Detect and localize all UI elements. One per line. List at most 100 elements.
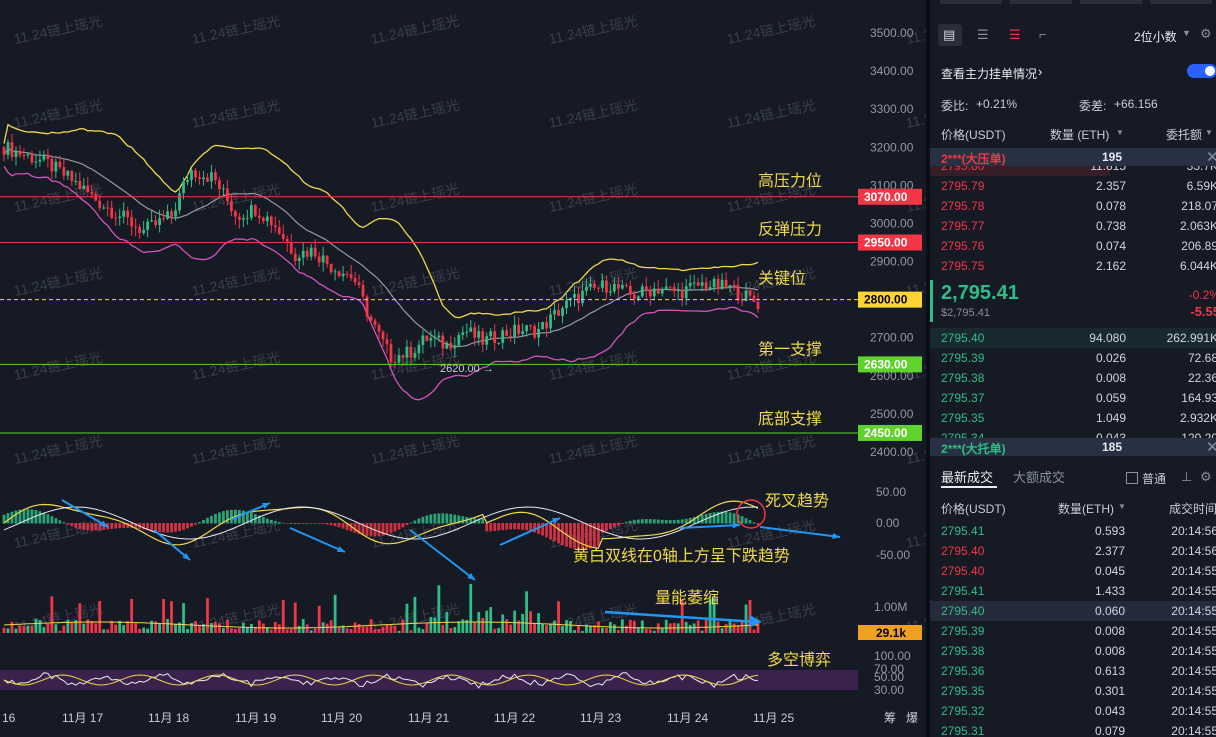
candle-body[interactable] bbox=[493, 331, 497, 343]
candle-body[interactable] bbox=[652, 288, 656, 297]
candle-body[interactable] bbox=[321, 255, 325, 263]
close-icon[interactable]: ✕ bbox=[1206, 149, 1216, 166]
trade-row[interactable]: 2795.39 0.008 20:14:55 bbox=[930, 621, 1216, 641]
candle-body[interactable] bbox=[752, 295, 756, 302]
candle-body[interactable] bbox=[62, 167, 66, 176]
candle-body[interactable] bbox=[648, 290, 652, 297]
candle-body[interactable] bbox=[565, 300, 568, 309]
candle-body[interactable] bbox=[301, 250, 305, 258]
candle-body[interactable] bbox=[640, 286, 644, 297]
candle-body[interactable] bbox=[744, 290, 748, 302]
candle-body[interactable] bbox=[178, 193, 181, 211]
candle-body[interactable] bbox=[736, 285, 740, 301]
candle-body[interactable] bbox=[385, 339, 389, 345]
candle-body[interactable] bbox=[237, 216, 241, 220]
candle-body[interactable] bbox=[154, 220, 157, 225]
candle-body[interactable] bbox=[553, 310, 556, 315]
candle-body[interactable] bbox=[461, 332, 465, 336]
candle-body[interactable] bbox=[214, 172, 217, 181]
candle-body[interactable] bbox=[297, 257, 301, 262]
settings-icon[interactable]: ⚙ bbox=[1200, 26, 1212, 41]
candle-body[interactable] bbox=[337, 271, 341, 277]
candle-body[interactable] bbox=[241, 218, 245, 220]
level-tag[interactable] bbox=[858, 291, 922, 308]
candle-body[interactable] bbox=[708, 287, 712, 290]
candle-body[interactable] bbox=[166, 211, 169, 219]
chart-panel[interactable]: 11.24链上瑶光 11.24链上瑶光 11.24链上瑶光 11.24链上瑶光 11.2… bbox=[0, 0, 926, 737]
candle-body[interactable] bbox=[581, 290, 584, 304]
candle-body[interactable] bbox=[134, 226, 138, 228]
candle-body[interactable] bbox=[46, 154, 50, 159]
bid-row[interactable]: 2795.40 94.080 262.991K bbox=[930, 328, 1216, 348]
candle-body[interactable] bbox=[226, 188, 229, 201]
candle-body[interactable] bbox=[265, 216, 269, 222]
bid-row[interactable]: 2795.35 1.049 2.932K bbox=[930, 408, 1216, 428]
candle-body[interactable] bbox=[130, 217, 134, 227]
candle-body[interactable] bbox=[700, 282, 704, 286]
trade-row[interactable]: 2795.31 0.079 20:14:55 bbox=[930, 721, 1216, 737]
candle-body[interactable] bbox=[612, 283, 616, 292]
candle-body[interactable] bbox=[202, 177, 205, 180]
col-total-header[interactable]: 委托额 bbox=[1166, 128, 1203, 142]
candle-body[interactable] bbox=[453, 345, 457, 349]
candle-body[interactable] bbox=[676, 289, 680, 292]
candle-body[interactable] bbox=[218, 180, 221, 189]
candle-body[interactable] bbox=[198, 177, 201, 180]
candle-body[interactable] bbox=[616, 283, 620, 289]
candle-body[interactable] bbox=[257, 215, 261, 218]
trade-row[interactable]: 2795.40 0.045 20:14:55 bbox=[930, 561, 1216, 581]
candle-body[interactable] bbox=[357, 282, 361, 285]
candle-body[interactable] bbox=[341, 273, 345, 277]
candle-body[interactable] bbox=[170, 211, 173, 217]
candle-body[interactable] bbox=[668, 286, 672, 288]
candle-body[interactable] bbox=[672, 286, 676, 292]
candle-body[interactable] bbox=[409, 346, 413, 358]
candle-body[interactable] bbox=[704, 282, 708, 290]
candle-body[interactable] bbox=[38, 159, 42, 162]
candle-body[interactable] bbox=[58, 161, 62, 168]
candle-body[interactable] bbox=[18, 150, 22, 156]
candle-body[interactable] bbox=[541, 322, 544, 330]
candle-body[interactable] bbox=[720, 279, 724, 289]
main-orders-toggle[interactable] bbox=[1187, 64, 1216, 78]
candle-body[interactable] bbox=[373, 320, 377, 325]
top-tab-2[interactable] bbox=[1010, 0, 1072, 4]
top-tab-4[interactable] bbox=[1150, 0, 1212, 4]
candle-body[interactable] bbox=[210, 172, 213, 182]
candle-body[interactable] bbox=[345, 273, 349, 275]
panel-divider[interactable] bbox=[926, 0, 930, 737]
candle-body[interactable] bbox=[597, 287, 600, 289]
close-icon-2[interactable]: ✕ bbox=[1206, 439, 1216, 456]
candle-body[interactable] bbox=[30, 154, 34, 163]
candle-body[interactable] bbox=[680, 289, 684, 299]
ask-row[interactable]: 2795.78 0.078 218.07 bbox=[930, 196, 1216, 216]
candle-body[interactable] bbox=[313, 247, 317, 257]
candle-body[interactable] bbox=[261, 217, 265, 222]
col-qty-header[interactable]: 数量 (ETH) bbox=[1050, 128, 1110, 142]
candle-body[interactable] bbox=[433, 337, 437, 339]
candle-body[interactable] bbox=[253, 205, 257, 216]
candle-body[interactable] bbox=[585, 286, 588, 291]
candle-body[interactable] bbox=[469, 327, 473, 332]
candle-body[interactable] bbox=[557, 310, 560, 316]
candle-body[interactable] bbox=[537, 329, 540, 338]
trade-row[interactable]: 2795.41 0.593 20:14:56 bbox=[930, 521, 1216, 541]
candle-body[interactable] bbox=[636, 296, 640, 299]
candle-body[interactable] bbox=[122, 210, 126, 217]
candle-body[interactable] bbox=[660, 290, 664, 294]
candle-body[interactable] bbox=[317, 256, 321, 263]
main-orders-link[interactable]: 查看主力挂单情况 bbox=[941, 67, 1038, 81]
trade-row[interactable]: 2795.36 0.613 20:14:55 bbox=[930, 661, 1216, 681]
candle-body[interactable] bbox=[437, 335, 441, 338]
level-tag[interactable] bbox=[858, 356, 922, 373]
candle-body[interactable] bbox=[138, 227, 142, 234]
candle-body[interactable] bbox=[628, 286, 632, 295]
candle-body[interactable] bbox=[365, 296, 369, 317]
candle-body[interactable] bbox=[106, 207, 110, 209]
candle-body[interactable] bbox=[608, 291, 612, 293]
candle-body[interactable] bbox=[269, 216, 273, 226]
candle-body[interactable] bbox=[756, 301, 760, 309]
candle-body[interactable] bbox=[684, 286, 688, 299]
candle-body[interactable] bbox=[2, 147, 6, 155]
trade-row[interactable]: 2795.32 0.043 20:14:55 bbox=[930, 701, 1216, 721]
